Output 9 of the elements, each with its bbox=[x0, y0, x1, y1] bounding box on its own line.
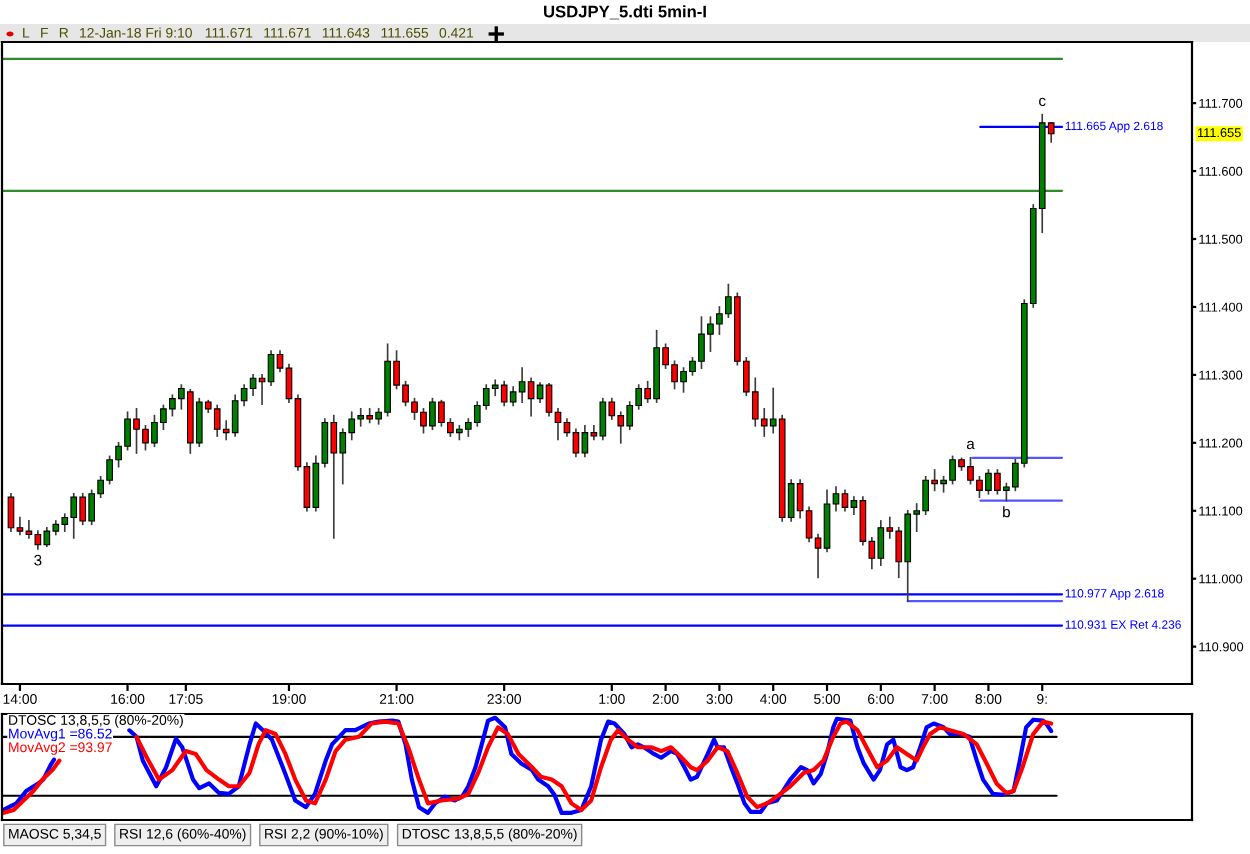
candlestick bbox=[267, 350, 275, 386]
candlestick bbox=[841, 489, 849, 512]
candlestick bbox=[249, 374, 257, 397]
candlestick bbox=[25, 520, 33, 539]
chart-title: USDJPY_5.dti 5min-I bbox=[544, 5, 706, 20]
candlestick bbox=[572, 428, 580, 458]
candlestick bbox=[545, 382, 553, 417]
candlestick bbox=[527, 377, 535, 417]
candlestick bbox=[823, 489, 831, 553]
